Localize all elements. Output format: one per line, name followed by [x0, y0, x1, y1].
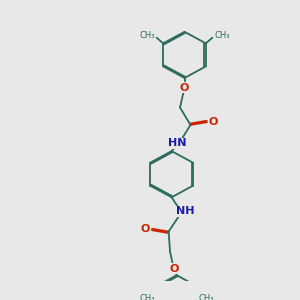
Text: NH: NH	[176, 206, 194, 216]
Text: CH₃: CH₃	[139, 31, 155, 40]
Text: O: O	[180, 83, 189, 93]
Text: O: O	[141, 224, 150, 234]
Text: CH₃: CH₃	[214, 31, 230, 40]
Text: CH₃: CH₃	[139, 294, 155, 300]
Text: CH₃: CH₃	[199, 294, 214, 300]
Text: HN: HN	[168, 138, 187, 148]
Text: O: O	[209, 117, 218, 127]
Text: O: O	[169, 264, 178, 274]
